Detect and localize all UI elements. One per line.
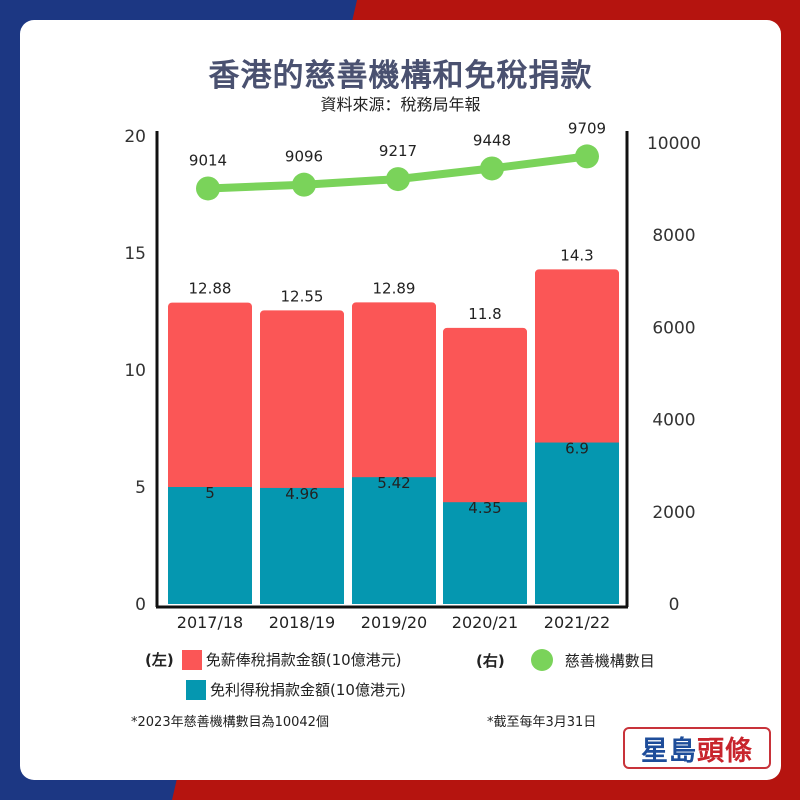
- legend-salary: (左) 免薪俸稅捐款金額(10億港元): [145, 649, 402, 670]
- bar-profits-label: 4.96: [285, 485, 318, 503]
- charities-point: [575, 144, 599, 169]
- charities-dot-icon: [530, 649, 553, 671]
- charities-line: 9014 9096 9217 9448 9709: [189, 119, 606, 201]
- bar-profits-label: 5.42: [377, 474, 410, 492]
- charities-value-label: 9096: [285, 148, 323, 166]
- left-tick-label: 15: [124, 244, 146, 264]
- charities-value-label: 9014: [189, 151, 227, 169]
- charities-value-label: 9448: [473, 131, 511, 149]
- left-tick-label: 20: [124, 127, 146, 147]
- legend-salary-label: 免薪俸稅捐款金額(10億港元): [205, 651, 402, 669]
- charities-point: [386, 167, 410, 192]
- logo-part2: 頭條: [697, 735, 753, 767]
- legend-charities-label: 慈善機構數目: [564, 651, 655, 670]
- x-tick-label: 2019/20: [361, 613, 427, 632]
- bar-total-label: 12.55: [281, 287, 324, 305]
- bar-group: 12.88 5 12.55 4.96 12.89 5.42 11.8 4.35 14.3 6.9: [168, 246, 619, 604]
- bar-profits-label: 5: [205, 484, 215, 502]
- right-tick-label: 0: [669, 595, 680, 615]
- salary-swatch-icon: [181, 649, 202, 670]
- note-cutoff-date: *截至每年3月31日: [487, 715, 597, 730]
- bar-total-label: 12.88: [189, 280, 232, 298]
- x-tick-label: 2017/18: [177, 613, 243, 632]
- left-tick-label: 10: [124, 361, 146, 381]
- bar-total-label: 12.89: [373, 279, 416, 297]
- bar-profits-label: 4.35: [468, 499, 501, 517]
- chart-source: 資料來源：稅務局年報: [320, 95, 481, 114]
- logo-part1: 星島: [641, 735, 697, 767]
- bar-profits-tax: [443, 502, 527, 604]
- bar-profits-tax: [260, 487, 344, 604]
- bar-profits-tax: [168, 487, 252, 604]
- right-tick-label: 2000: [652, 503, 695, 523]
- right-tick-label: 10000: [647, 134, 701, 154]
- bar-profits-tax: [352, 477, 436, 604]
- right-tick-label: 6000: [652, 318, 695, 338]
- sing-tao-logo: 星島 頭條: [623, 727, 771, 769]
- right-tick-label: 4000: [652, 411, 695, 431]
- left-tick-label: 0: [135, 595, 146, 615]
- left-tick-label: 5: [135, 478, 146, 498]
- right-axis-ticks: 0 2000 4000 6000 8000 10000: [647, 134, 701, 615]
- bar-profits-label: 6.9: [565, 440, 589, 458]
- charities-point: [292, 172, 316, 197]
- chart-title: 香港的慈善機構和免稅捐款: [208, 58, 593, 94]
- legend-profits-label: 免利得稅捐款金額(10億港元): [210, 681, 406, 699]
- charities-value-label: 9709: [568, 119, 606, 137]
- charities-value-label: 9217: [379, 142, 417, 160]
- axes: [155, 131, 629, 609]
- legend-left-tag: (左): [145, 651, 174, 669]
- right-tick-label: 8000: [652, 226, 695, 246]
- x-tick-label: 2021/22: [544, 613, 610, 632]
- bar-total-label: 11.8: [468, 305, 501, 323]
- bar-profits-tax: [535, 442, 619, 604]
- charities-point: [480, 156, 504, 181]
- x-tick-label: 2020/21: [452, 613, 518, 632]
- bar-total-label: 14.3: [560, 246, 593, 264]
- profits-swatch-icon: [186, 679, 206, 700]
- left-axis-ticks: 0 5 10 15 20: [124, 127, 146, 615]
- charities-point: [196, 176, 220, 201]
- legend-right-tag: (右): [476, 651, 505, 670]
- note-2023-count: *2023年慈善機構數目為10042個: [131, 715, 329, 730]
- x-tick-label: 2018/19: [269, 613, 335, 632]
- legend-charities: (右) 慈善機構數目: [476, 649, 655, 671]
- legend-profits: 免利得稅捐款金額(10億港元): [186, 679, 406, 700]
- x-axis-ticks: 2017/18 2018/19 2019/20 2020/21 2021/22: [177, 613, 610, 632]
